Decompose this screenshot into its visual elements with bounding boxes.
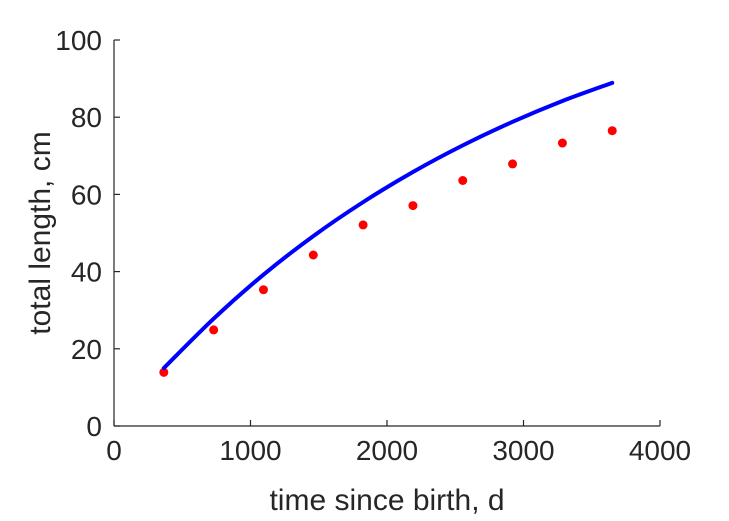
x-axis-title: time since birth, d [269,484,504,517]
data-point [607,126,617,136]
data-point [258,285,268,295]
x-tick-label: 1000 [219,435,281,466]
y-tick-label: 20 [71,334,102,365]
x-tick-label: 0 [106,435,122,466]
data-point [159,367,169,377]
y-axis-ticks: 0 20 40 60 80 100 [55,25,120,442]
data-point [209,325,219,335]
x-axis-ticks: 0 1000 2000 3000 4000 [106,420,691,466]
y-tick-label: 0 [86,411,102,442]
y-tick-label: 100 [55,25,102,56]
y-tick-label: 40 [71,257,102,288]
y-tick-label: 80 [71,102,102,133]
x-tick-label: 3000 [492,435,554,466]
data-point [408,201,418,211]
x-tick-label: 2000 [356,435,418,466]
model-fit-line [161,80,615,371]
data-point [458,176,468,186]
data-point [308,250,318,260]
data-point [508,159,518,169]
plot-area [159,80,617,377]
x-tick-label: 4000 [629,435,691,466]
y-tick-label: 60 [71,179,102,210]
y-axis-title: total length, cm [24,131,57,334]
data-point [557,138,567,148]
data-point [358,220,368,230]
